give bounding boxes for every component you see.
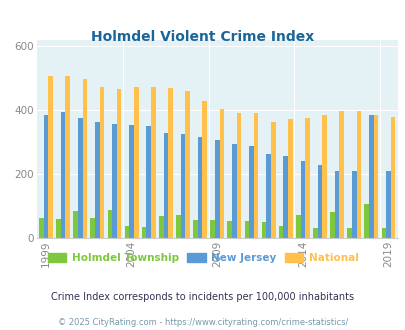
Bar <box>82 79 87 238</box>
Bar <box>253 113 258 238</box>
Bar <box>107 211 112 238</box>
Bar <box>78 118 82 238</box>
Text: © 2025 CityRating.com - https://www.cityrating.com/crime-statistics/: © 2025 CityRating.com - https://www.city… <box>58 318 347 327</box>
Bar <box>210 220 214 238</box>
Bar <box>295 214 300 238</box>
Bar <box>368 115 373 238</box>
Bar <box>44 115 48 238</box>
Bar <box>134 87 138 238</box>
Bar <box>117 89 121 238</box>
Bar <box>236 113 241 238</box>
Bar <box>300 161 305 238</box>
Bar <box>334 171 339 238</box>
Bar <box>244 221 249 238</box>
Bar <box>283 156 287 238</box>
Bar <box>180 134 185 238</box>
Text: Crime Index corresponds to incidents per 100,000 inhabitants: Crime Index corresponds to incidents per… <box>51 292 354 302</box>
Bar <box>373 115 377 238</box>
Bar <box>270 122 275 238</box>
Text: Holmdel Violent Crime Index: Holmdel Violent Crime Index <box>91 30 314 44</box>
Bar <box>90 218 95 238</box>
Bar <box>322 115 326 238</box>
Bar <box>65 76 70 238</box>
Bar <box>176 214 180 238</box>
Bar <box>163 134 168 238</box>
Bar <box>112 124 117 238</box>
Bar <box>141 227 146 238</box>
Bar <box>158 216 163 238</box>
Bar <box>385 171 390 238</box>
Bar <box>287 119 292 238</box>
Bar <box>185 91 190 238</box>
Bar <box>124 226 129 238</box>
Bar <box>364 204 368 238</box>
Bar <box>56 219 61 238</box>
Bar <box>266 154 270 238</box>
Bar <box>329 212 334 238</box>
Bar <box>219 109 224 238</box>
Bar <box>261 222 266 238</box>
Bar <box>381 228 385 238</box>
Bar <box>227 221 231 238</box>
Bar <box>346 228 351 238</box>
Bar <box>39 218 44 238</box>
Bar <box>151 87 155 238</box>
Bar <box>214 140 219 238</box>
Bar <box>73 212 78 238</box>
Bar <box>168 88 173 238</box>
Bar <box>129 125 134 238</box>
Bar <box>95 122 99 238</box>
Legend: Holmdel Township, New Jersey, National: Holmdel Township, New Jersey, National <box>43 248 362 267</box>
Bar <box>61 112 65 238</box>
Bar <box>197 137 202 238</box>
Bar <box>390 116 394 238</box>
Bar <box>351 171 356 238</box>
Bar <box>193 220 197 238</box>
Bar <box>317 165 322 238</box>
Bar <box>146 126 151 238</box>
Bar <box>312 228 317 238</box>
Bar <box>231 144 236 238</box>
Bar <box>99 87 104 238</box>
Bar <box>339 111 343 238</box>
Bar <box>48 76 53 238</box>
Bar <box>356 112 360 238</box>
Bar <box>249 146 253 238</box>
Bar <box>305 118 309 238</box>
Bar <box>202 101 207 238</box>
Bar <box>278 226 283 238</box>
